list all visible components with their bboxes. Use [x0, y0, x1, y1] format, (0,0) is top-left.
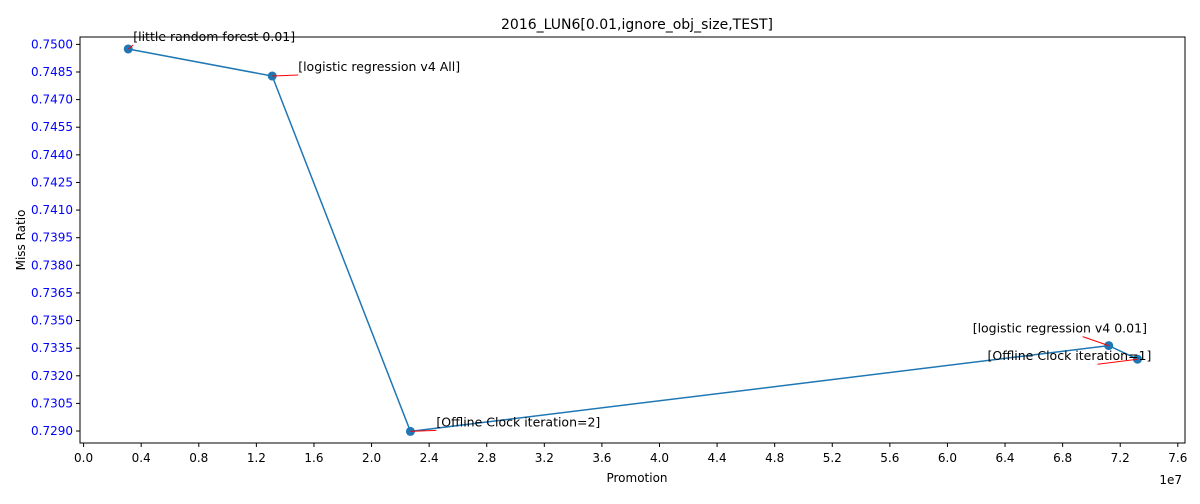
y-tick-label: 0.7305: [31, 396, 73, 410]
y-tick-label: 0.7455: [31, 120, 73, 134]
x-axis-label: Promotion: [606, 471, 667, 485]
annotation-arrow: [272, 74, 299, 77]
chart-title: 2016_LUN6[0.01,ignore_obj_size,TEST]: [501, 17, 773, 33]
x-tick-label: 5.6: [880, 451, 899, 465]
x-tick-label: 1.2: [247, 451, 266, 465]
y-tick-label: 0.7350: [31, 314, 73, 328]
annotation-arrow: [410, 429, 437, 432]
point-annotation: [Offline Clock iteration=1]: [987, 348, 1151, 363]
y-tick-label: 0.7410: [31, 203, 73, 217]
plot-frame: [79, 36, 1186, 444]
x-tick-label: 5.2: [823, 451, 842, 465]
x-tick-label: 7.2: [1111, 451, 1130, 465]
x-tick-label: 3.6: [592, 451, 611, 465]
annotation-arrow: [1097, 358, 1138, 365]
y-tick-label: 0.7365: [31, 286, 73, 300]
x-tick-label: 2.8: [477, 451, 496, 465]
x-tick-label: 2.4: [420, 451, 439, 465]
point-annotation: [little random forest 0.01]: [133, 29, 295, 44]
x-axis-offset-label: 1e7: [1159, 473, 1182, 487]
y-tick-label: 0.7485: [31, 65, 73, 79]
x-tick-label: 6.0: [938, 451, 957, 465]
x-tick-label: 4.8: [765, 451, 784, 465]
x-tick-label: 7.6: [1168, 451, 1187, 465]
series-line: [128, 48, 1138, 433]
series-layer: [123, 44, 1142, 436]
y-tick-label: 0.7335: [31, 341, 73, 355]
y-axis-label: Miss Ratio: [14, 210, 28, 271]
y-tick-label: 0.7500: [31, 37, 73, 51]
y-axis: 0.7290 0.7305 0.7320 0.7335 0.7350 0.7365 0.73…: [31, 37, 80, 438]
x-tick-label: 0.4: [132, 451, 151, 465]
point-annotation: [logistic regression v4 0.01]: [973, 321, 1147, 336]
annotation-layer: [little random forest 0.01][logistic reg…: [127, 29, 1151, 432]
point-annotation: [logistic regression v4 All]: [298, 59, 460, 74]
y-tick-label: 0.7470: [31, 93, 73, 107]
annotation-arrow: [1082, 336, 1109, 347]
y-tick-label: 0.7395: [31, 231, 73, 245]
x-tick-label: 6.8: [1053, 451, 1072, 465]
x-tick-label: 0.0: [74, 451, 93, 465]
x-tick-label: 4.0: [650, 451, 669, 465]
plot-area: [79, 36, 1186, 444]
y-tick-label: 0.7290: [31, 424, 73, 438]
x-tick-label: 0.8: [189, 451, 208, 465]
x-axis: 0.0 0.4 0.8 1.2 1.6 2.0 2.4 2.8 3.2 3.6 4.0 4.4 4.8 5…: [74, 443, 1187, 465]
x-tick-label: 3.2: [535, 451, 554, 465]
x-tick-label: 6.4: [995, 451, 1014, 465]
y-tick-label: 0.7440: [31, 148, 73, 162]
x-tick-label: 4.4: [708, 451, 727, 465]
x-tick-label: 2.0: [362, 451, 381, 465]
y-tick-label: 0.7425: [31, 175, 73, 189]
x-tick-label: 1.6: [304, 451, 323, 465]
y-tick-label: 0.7320: [31, 369, 73, 383]
y-tick-label: 0.7380: [31, 258, 73, 272]
annotation-arrow: [127, 44, 134, 50]
point-annotation: [Offline Clock iteration=2]: [436, 414, 600, 429]
